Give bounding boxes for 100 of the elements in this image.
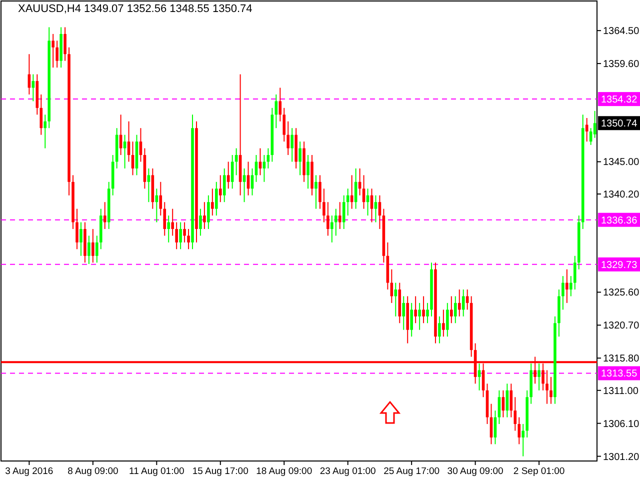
candlestick [187, 228, 190, 250]
candlestick [167, 215, 170, 243]
x-tick-label: 30 Aug 09:00 [447, 466, 504, 477]
candlestick [147, 168, 150, 203]
candlestick [171, 208, 174, 236]
candlestick [203, 202, 206, 230]
candlestick [562, 276, 564, 310]
candlestick [573, 255, 576, 290]
ref-line-label: 1313.55 [601, 368, 638, 380]
candlestick [56, 40, 58, 68]
candlestick [230, 154, 234, 190]
candlestick [394, 282, 398, 317]
candlestick [330, 215, 334, 243]
candlestick [199, 208, 202, 236]
candlestick [585, 118, 588, 142]
candlestick [538, 362, 540, 391]
candlestick [426, 302, 429, 324]
y-tick-label: 1306.10 [603, 418, 640, 430]
ref-line-label: 1329.73 [601, 260, 638, 271]
candlestick [282, 107, 286, 142]
candlestick [183, 222, 186, 243]
x-tick-label: 11 Aug 01:00 [129, 466, 184, 477]
candlestick [306, 154, 310, 190]
candlestick [92, 228, 94, 264]
x-tick-label: 3 Aug 2016 [5, 466, 54, 477]
candlestick [546, 370, 548, 404]
candlestick [278, 87, 282, 122]
y-tick-label: 1301.20 [603, 452, 640, 463]
candlestick [550, 376, 552, 404]
candlestick [314, 174, 318, 210]
candlestick [76, 208, 78, 250]
candlestick [215, 181, 218, 216]
candlestick [80, 222, 82, 256]
candlestick [438, 316, 441, 344]
candlestick [159, 181, 162, 216]
candlestick [64, 26, 66, 62]
candlestick [442, 309, 445, 338]
candlestick [103, 202, 106, 230]
y-tick-label: 1359.60 [603, 59, 640, 70]
candlestick [338, 202, 342, 230]
candlestick [179, 222, 182, 250]
candlestick [175, 222, 178, 250]
candlestick [211, 188, 214, 216]
candlestick [326, 202, 330, 236]
candlestick [207, 194, 210, 230]
candlestick [566, 268, 568, 304]
x-tick-label: 25 Aug 17:00 [384, 466, 440, 477]
candlestick [242, 168, 246, 203]
candlestick [262, 154, 266, 182]
candlestick [32, 74, 35, 102]
candlestick [218, 174, 222, 203]
y-tick-label: 1320.70 [603, 320, 640, 332]
x-tick-label: 15 Aug 17:00 [192, 466, 248, 477]
candlestick [498, 390, 501, 425]
y-tick-label: 1315.80 [603, 354, 640, 365]
candlestick [450, 296, 453, 324]
candlestick [422, 296, 425, 324]
candlestick [514, 396, 517, 432]
candlestick [258, 148, 262, 176]
candlestick [522, 424, 525, 457]
candlestick [226, 161, 230, 190]
candlestick [342, 194, 346, 230]
candlestick [88, 235, 90, 264]
x-tick-label: 8 Aug 09:00 [68, 466, 118, 477]
candlestick [458, 289, 461, 317]
y-tick-label: 1325.60 [603, 288, 640, 299]
candlestick [40, 94, 43, 136]
ref-line-label: 1354.32 [601, 94, 638, 106]
candlestick [446, 302, 449, 338]
ref-line-label: 1336.36 [601, 215, 638, 226]
y-tick-label: 1340.20 [603, 190, 640, 201]
candlestick [593, 110, 596, 138]
candlestick [418, 302, 421, 330]
candlestick [478, 362, 481, 391]
y-tick-label: 1345.00 [603, 157, 640, 168]
candlestick [163, 202, 166, 236]
candlestick [318, 174, 322, 210]
chart-title: XAUUSD,H4 1349.07 1352.56 1348.55 1350.74 [18, 3, 252, 15]
x-tick-label: 2 Sep 01:00 [513, 466, 565, 477]
candlestick [414, 296, 417, 324]
candlestick [374, 194, 378, 223]
candlestick [222, 168, 226, 203]
y-tick-label: 1364.50 [603, 26, 640, 38]
candlestick [290, 128, 294, 162]
candlestick [96, 235, 98, 264]
candlestick [44, 114, 47, 149]
candlestick [454, 296, 457, 324]
candlestick [570, 276, 572, 297]
candlestick [298, 141, 302, 176]
x-tick-label: 18 Aug 09:00 [256, 466, 312, 477]
y-tick-label: 1311.00 [603, 386, 639, 397]
candlestick [410, 302, 413, 338]
annotation: 1350.74 [601, 118, 638, 130]
candlestick [322, 188, 326, 223]
candlestick [466, 289, 469, 310]
x-tick-label: 23 Aug 01:00 [320, 466, 376, 477]
candlestick [52, 33, 54, 68]
candlestick [286, 120, 290, 156]
candlestick [518, 416, 521, 445]
candlestick [123, 134, 126, 169]
